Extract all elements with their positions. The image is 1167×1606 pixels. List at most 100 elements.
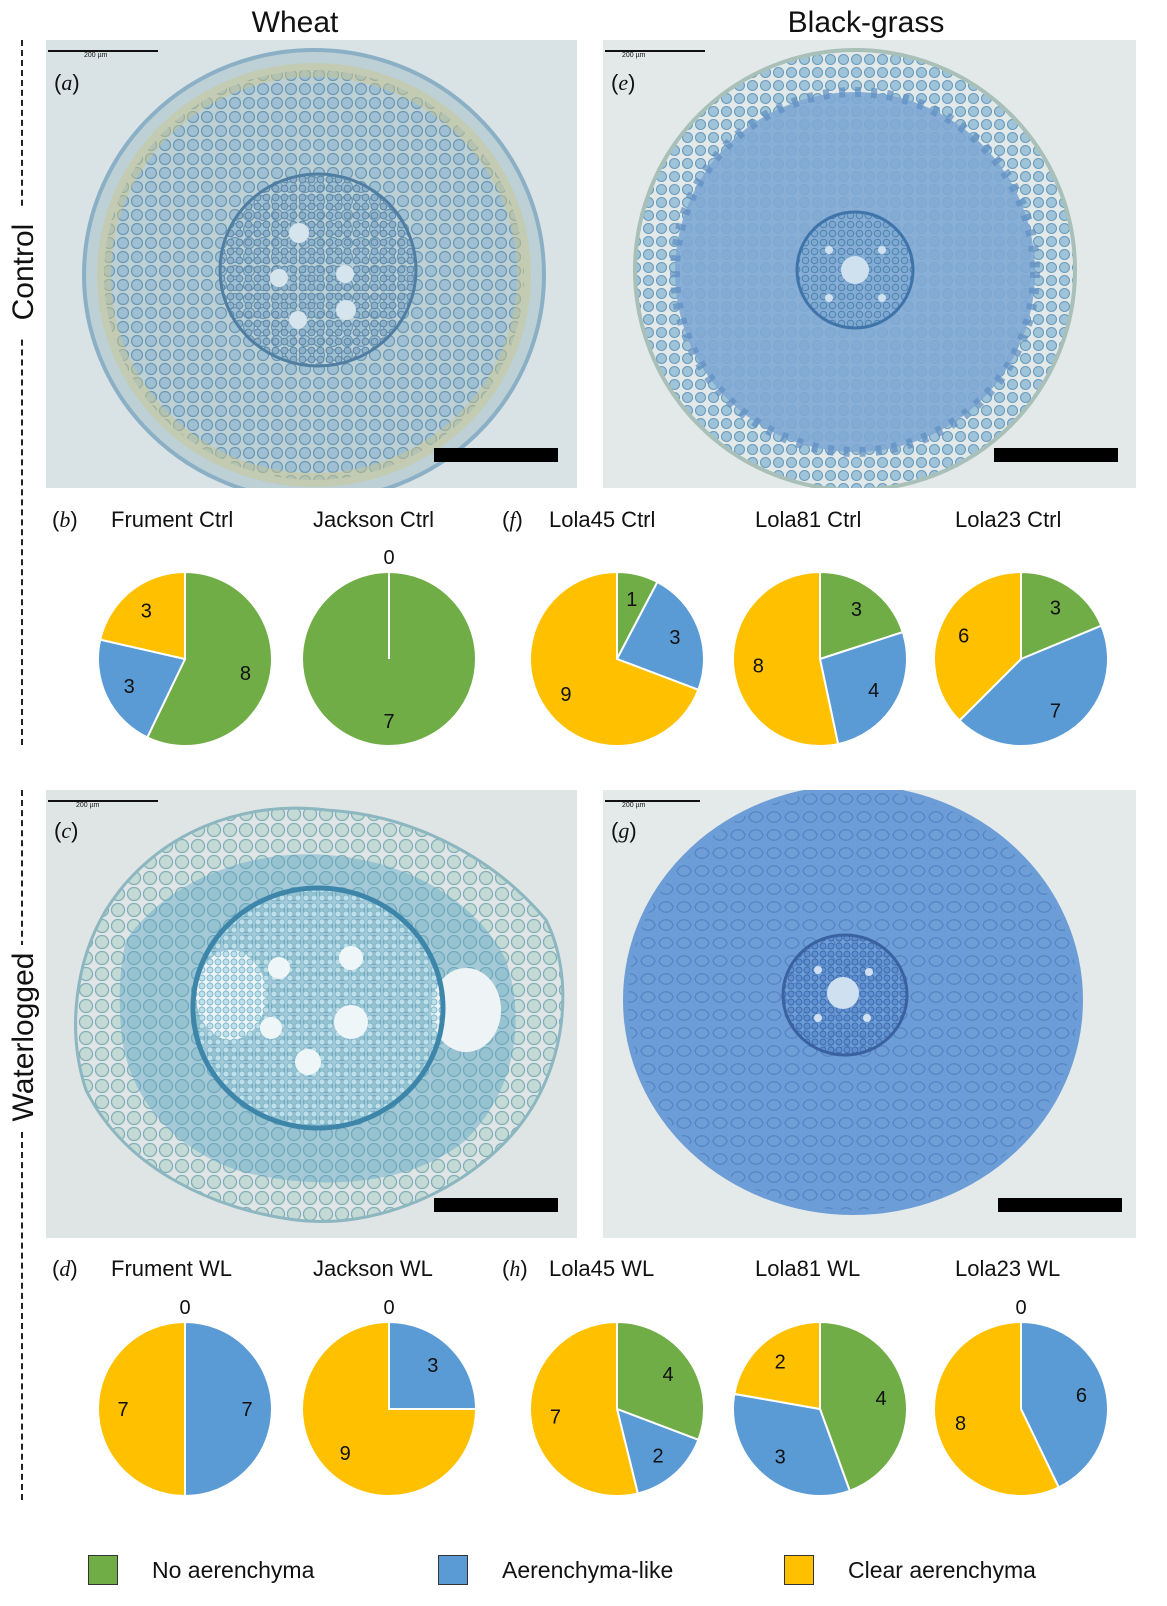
pie-chart-lola81-wl: 4 3 2 [732,1320,908,1497]
pie-label-clear-aerenchyma: 3 [141,601,152,623]
pie-slice-aerenchyma-like [615,1407,700,1495]
panel-label-e: (e) [611,70,636,95]
pie-title-lola23-ctrl: Lola23 Ctrl [955,507,1062,532]
legend-label-clear-aerenchyma: Clear aerenchyma [848,1556,1036,1583]
legend-label-aerenchyma-like: Aerenchyma-like [502,1556,674,1583]
micrograph-wheat-control [46,40,577,488]
pie-label-no-aerenchyma: 1 [626,589,637,611]
column-title-wheat: Wheat [251,6,339,39]
panel-label-g: (g) [611,818,637,843]
pie-title-lola45-ctrl: Lola45 Ctrl [549,507,656,532]
pie-chart-lola45-ctrl: 1 3 9 [529,570,705,747]
pie-title-lola45-wl: Lola45 WL [549,1256,655,1281]
pie-slice-clear-aerenchyma [732,570,840,747]
pie-slice-clear-aerenchyma [933,1320,1061,1497]
pie-slice-no-aerenchyma [819,1320,908,1493]
scale-bar-c [434,1198,558,1212]
panel-label-h: (h) [502,1256,528,1281]
pie-label-aerenchyma-like: 3 [669,627,680,649]
pie-slice-no-aerenchyma [1020,570,1103,661]
panel-label-d: (d) [52,1256,78,1281]
pie-label-aerenchyma-like: 3 [124,676,135,698]
column-title-blackgrass: Black-grass [787,6,945,39]
pie-zero-label: 0 [1015,1297,1026,1319]
pie-label-clear-aerenchyma: 6 [958,625,969,647]
control-divider [21,40,23,745]
pie-slice-clear-aerenchyma [933,570,1022,722]
panel-label-a: (a) [54,70,80,95]
pie-slice-aerenchyma-like [1020,1320,1109,1489]
pie-title-frument-ctrl: Frument Ctrl [111,507,234,532]
pie-chart-frument-wl: 7 7 0 [97,1297,273,1498]
waterlogged-divider [21,790,23,1500]
pie-label-clear-aerenchyma: 7 [117,1399,128,1421]
pie-label-no-aerenchyma: 3 [851,599,862,621]
pie-slice-clear-aerenchyma [301,1320,478,1497]
scale-text-g: 200 µm [622,802,646,809]
pie-chart-lola23-wl: 6 8 0 [933,1297,1109,1497]
panel-label-b: (b) [52,507,78,532]
pie-label-aerenchyma-like: 3 [775,1446,786,1468]
pie-label-clear-aerenchyma: 2 [775,1352,786,1374]
scale-bar-g [998,1198,1122,1212]
pie-label-aerenchyma-like: 6 [1076,1385,1087,1407]
pie-label-clear-aerenchyma: 8 [753,655,764,677]
pie-slice-no-aerenchyma [616,1320,705,1442]
pie-chart-jackson-ctrl: 70 [301,547,477,747]
pie-slice-aerenchyma-like [184,1320,273,1498]
pie-slice-clear-aerenchyma [97,1320,186,1498]
pie-label-no-aerenchyma: 7 [383,711,394,733]
panel-label-c: (c) [54,818,79,843]
pie-slice-clear-aerenchyma [529,570,700,747]
scale-line-g [605,800,700,802]
pie-label-clear-aerenchyma: 8 [955,1413,966,1435]
pie-slice-aerenchyma-like [615,580,705,692]
pie-chart-lola23-ctrl: 3 7 6 [933,570,1109,747]
scale-bar-a [434,448,558,462]
micrograph-blackgrass-waterlogged [603,790,1136,1238]
legend-item-clear-aerenchyma: Clear aerenchyma [784,1555,1036,1585]
pie-chart-lola81-ctrl: 3 4 8 [732,570,908,747]
legend-swatch-no-aerenchyma [88,1555,118,1585]
pie-label-aerenchyma-like: 3 [427,1355,438,1377]
pie-slice-no-aerenchyma [819,570,905,661]
pie-slice-clear-aerenchyma [733,1320,821,1411]
legend-item-aerenchyma-like: Aerenchyma-like [438,1555,673,1585]
scale-line-a [48,50,158,52]
pie-label-aerenchyma-like: 7 [1050,701,1061,723]
pie-label-clear-aerenchyma: 9 [340,1443,351,1465]
legend-label-no-aerenchyma: No aerenchyma [152,1556,315,1583]
legend-item-no-aerenchyma: No aerenchyma [88,1555,314,1585]
pie-chart-jackson-wl: 3 9 0 [301,1297,478,1497]
pie-label-no-aerenchyma: 4 [662,1364,673,1386]
row-label-control: Control [7,208,41,336]
pie-title-jackson-wl: Jackson WL [313,1256,433,1281]
scale-bar-e [994,448,1118,462]
pie-slice-aerenchyma-like [958,624,1109,747]
scale-text-c: 200 µm [76,802,100,809]
pie-zero-label: 0 [383,547,394,569]
pie-title-lola81-ctrl: Lola81 Ctrl [755,507,862,532]
micrograph-wheat-waterlogged [46,790,577,1238]
pie-label-no-aerenchyma: 8 [240,663,251,685]
pie-title-frument-wl: Frument WL [111,1256,233,1281]
pie-label-aerenchyma-like: 7 [241,1399,252,1421]
pie-label-no-aerenchyma: 3 [1050,597,1061,619]
pie-slice-aerenchyma-like [818,630,908,746]
pie-slice-aerenchyma-like [388,1320,478,1410]
pie-slice-clear-aerenchyma [529,1320,640,1497]
pie-label-aerenchyma-like: 2 [653,1445,664,1467]
pie-slice-clear-aerenchyma [98,570,186,661]
scale-line-c [48,800,158,802]
legend-swatch-clear-aerenchyma [784,1555,814,1585]
pie-title-lola81-wl: Lola81 WL [755,1256,861,1281]
pie-zero-label: 0 [179,1297,190,1319]
pie-label-clear-aerenchyma: 7 [550,1406,561,1428]
scale-line-e [605,50,705,52]
pie-title-jackson-ctrl: Jackson Ctrl [313,507,435,532]
scale-text-e: 200 µm [622,52,646,59]
pie-label-clear-aerenchyma: 9 [560,684,571,706]
panel-label-f: (f) [502,507,523,532]
pie-slice-aerenchyma-like [732,1392,852,1497]
pie-label-aerenchyma-like: 4 [868,680,879,702]
